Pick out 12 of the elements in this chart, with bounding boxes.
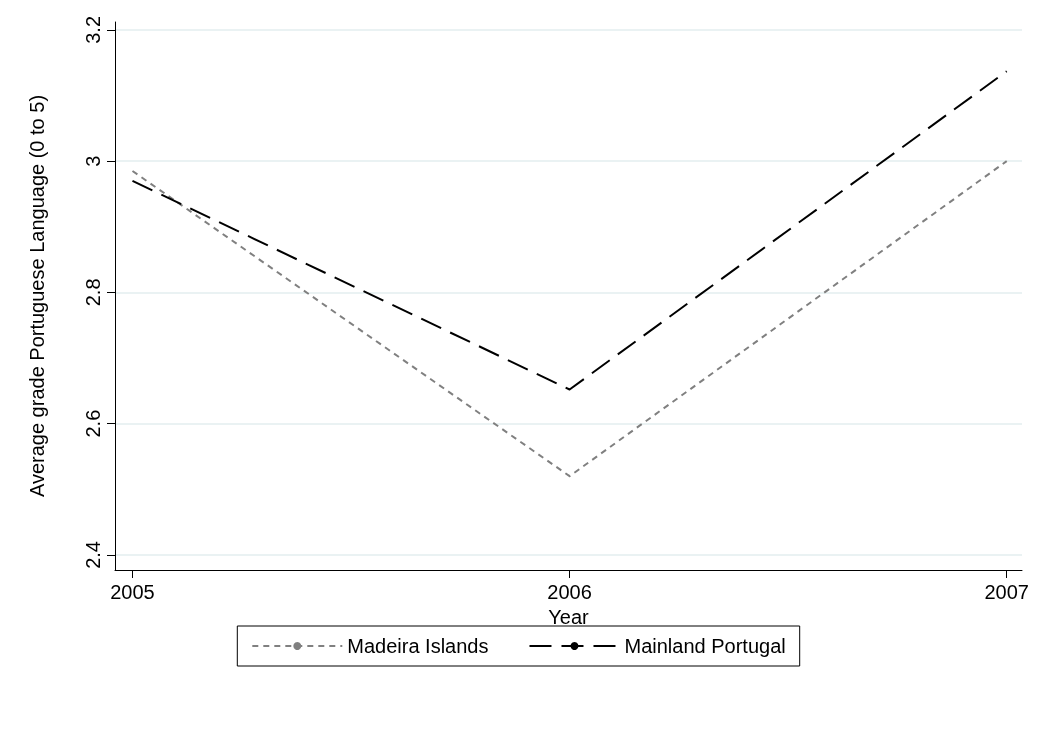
y-tick-label: 3 [82, 155, 104, 167]
legend-label: Mainland Portugal [624, 635, 786, 657]
x-tick-label: 2005 [110, 581, 155, 603]
y-axis-title: Average grade Portuguese Language (0 to 5) [26, 94, 48, 498]
x-tick-label: 2007 [984, 581, 1029, 603]
x-tick-label: 2006 [547, 581, 592, 603]
y-tick-label: 2.8 [82, 278, 104, 307]
x-axis-title: Year [548, 605, 590, 628]
y-tick-label: 2.4 [82, 541, 104, 569]
y-tick-label: 3.2 [82, 15, 104, 44]
legend-label: Madeira Islands [347, 635, 489, 657]
y-tick-label: 2.6 [82, 409, 104, 438]
